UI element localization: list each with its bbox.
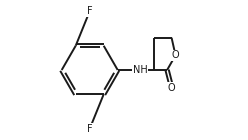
Text: O: O: [168, 82, 175, 93]
Text: F: F: [87, 124, 93, 134]
Text: F: F: [87, 6, 93, 16]
Text: O: O: [172, 50, 179, 60]
Text: NH: NH: [133, 65, 148, 75]
